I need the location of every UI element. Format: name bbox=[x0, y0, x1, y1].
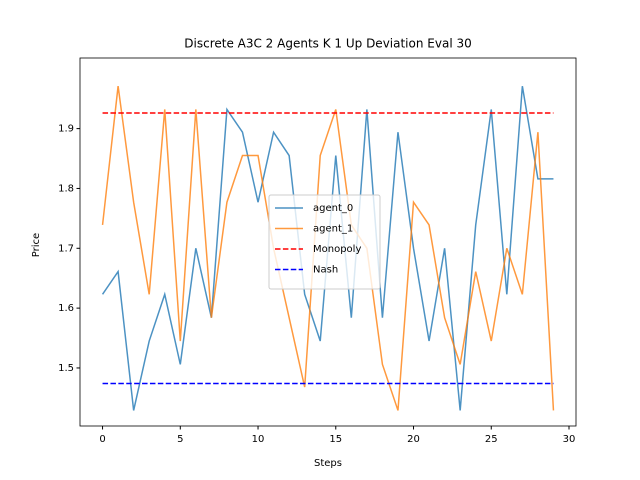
y-tick-label: 1.8 bbox=[58, 183, 74, 194]
y-tick-label: 1.6 bbox=[58, 303, 74, 314]
chart-title: Discrete A3C 2 Agents K 1 Up Deviation E… bbox=[184, 37, 471, 51]
legend-label: Nash bbox=[313, 265, 338, 276]
legend-label: agent_0 bbox=[313, 203, 353, 214]
x-tick-label: 15 bbox=[329, 434, 342, 445]
x-tick-label: 20 bbox=[407, 434, 420, 445]
y-tick-label: 1.5 bbox=[58, 363, 74, 374]
x-tick-label: 0 bbox=[99, 434, 105, 445]
legend: agent_0 agent_1 Monopoly Nash bbox=[268, 194, 381, 290]
x-tick-label: 25 bbox=[485, 434, 498, 445]
y-tick-label: 1.7 bbox=[58, 243, 74, 254]
y-axis-label: Price bbox=[31, 233, 42, 257]
x-tick-label: 5 bbox=[177, 434, 183, 445]
plot-frame bbox=[79, 57, 577, 427]
y-tick-label: 1.9 bbox=[58, 124, 74, 135]
x-tick-label: 30 bbox=[563, 434, 576, 445]
line-series bbox=[101, 86, 555, 411]
x-tick-label: 10 bbox=[252, 434, 265, 445]
legend-label: Monopoly bbox=[313, 244, 361, 255]
x-axis-label: Steps bbox=[314, 458, 342, 469]
legend-label: agent_1 bbox=[313, 224, 353, 235]
legend-box bbox=[268, 194, 381, 290]
